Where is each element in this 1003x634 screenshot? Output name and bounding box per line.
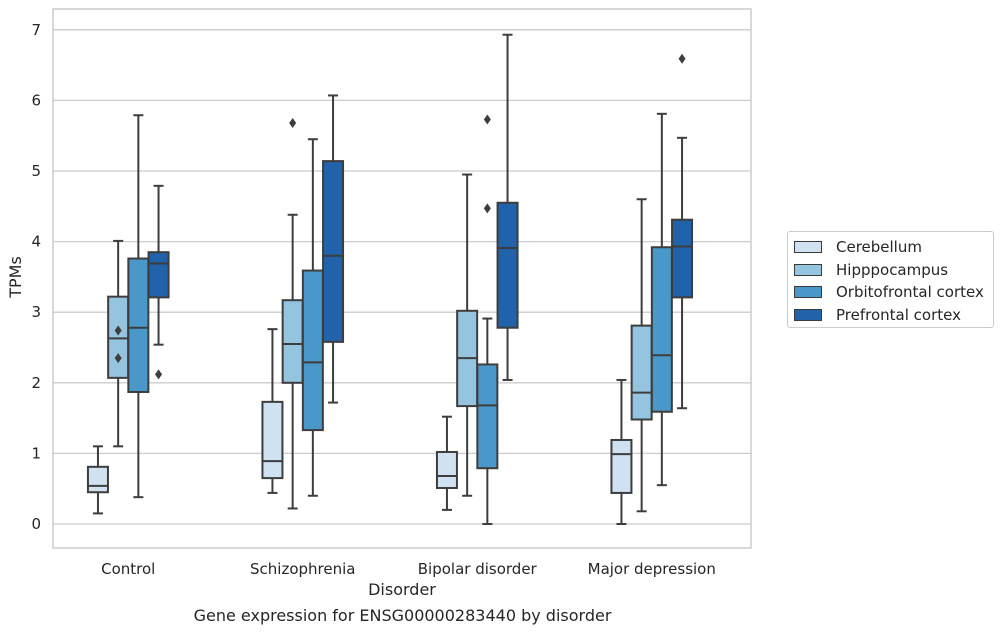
x-tick-labels: Control Schizophrenia Bipolar disorder Majo…: [101, 560, 716, 578]
x-axis-label: Disorder: [368, 580, 436, 599]
box-iqr: [650, 246, 673, 413]
box-iqr: [107, 295, 130, 379]
legend-item: Hipppocampus: [794, 259, 993, 282]
outlier-point: [114, 325, 122, 336]
box-orbitofrontal-cortex: [301, 138, 324, 497]
box-hipppocampus: [107, 239, 130, 448]
legend-swatch: [794, 286, 822, 299]
box-cerebellum: [435, 415, 458, 511]
legend-label: Prefrontal cortex: [836, 305, 961, 324]
plot-frame: [52, 8, 752, 549]
x-tick-label: Bipolar disorder: [418, 560, 538, 578]
box-iqr: [86, 465, 109, 494]
y-tick-label: 3: [31, 303, 41, 321]
legend-swatch: [794, 308, 822, 321]
box-iqr: [322, 160, 345, 343]
box-iqr: [610, 438, 633, 494]
gridlines: [53, 29, 751, 525]
box-cerebellum: [86, 445, 109, 515]
box-iqr: [127, 257, 150, 393]
x-tick-label: Schizophrenia: [250, 560, 355, 578]
outlier-point: [114, 353, 122, 364]
outlier-point: [155, 369, 163, 380]
outlier-point: [483, 114, 491, 125]
box-iqr: [476, 363, 499, 470]
legend-item: Prefrontal cortex: [794, 304, 993, 327]
box-orbitofrontal-cortex: [476, 114, 499, 525]
y-tick-label: 2: [31, 374, 41, 392]
box-iqr: [261, 400, 284, 480]
outlier-point: [483, 203, 491, 214]
outlier-point: [289, 117, 297, 128]
legend-item: Orbitofrontal cortex: [794, 281, 993, 304]
box-hipppocampus: [281, 117, 304, 510]
x-tick-label: Major depression: [588, 560, 716, 578]
y-tick-label: 0: [31, 515, 41, 533]
box-iqr: [281, 299, 304, 384]
legend-label: Orbitofrontal cortex: [836, 283, 984, 302]
box-iqr: [147, 251, 170, 299]
y-tick-label: 4: [31, 233, 41, 251]
box-layer: [86, 33, 694, 525]
y-tick-label: 1: [31, 444, 41, 462]
y-tick-label: 5: [31, 162, 41, 180]
legend-label: Hipppocampus: [836, 260, 949, 279]
legend-swatch: [794, 241, 822, 254]
box-prefrontal-cortex: [147, 184, 170, 380]
legend-swatch: [794, 263, 822, 276]
box-iqr: [435, 450, 458, 489]
y-tick-labels: 0 1 2 3 4 5 6 7: [31, 21, 41, 533]
legend-item: Cerebellum: [794, 236, 993, 259]
box-hipppocampus: [456, 173, 479, 497]
legend-label: Cerebellum: [836, 238, 922, 257]
figure-caption: Gene expression for ENSG00000283440 by d…: [193, 606, 612, 625]
box-prefrontal-cortex: [322, 94, 345, 404]
y-tick-label: 6: [31, 91, 41, 109]
y-axis-label: TPMs: [6, 256, 25, 299]
box-cerebellum: [261, 328, 284, 494]
box-iqr: [301, 269, 324, 432]
box-orbitofrontal-cortex: [127, 114, 150, 499]
legend: Cerebellum Hipppocampus Orbitofrontal cort…: [787, 231, 994, 328]
box-iqr: [630, 324, 653, 421]
y-tick-label: 7: [31, 21, 41, 39]
box-iqr: [671, 218, 694, 299]
outlier-point: [678, 53, 686, 64]
box-prefrontal-cortex: [496, 33, 519, 381]
box-iqr: [496, 201, 519, 329]
box-prefrontal-cortex: [671, 53, 694, 410]
x-tick-label: Control: [101, 560, 155, 578]
box-orbitofrontal-cortex: [650, 112, 673, 487]
box-hipppocampus: [630, 198, 653, 513]
box-cerebellum: [610, 378, 633, 525]
